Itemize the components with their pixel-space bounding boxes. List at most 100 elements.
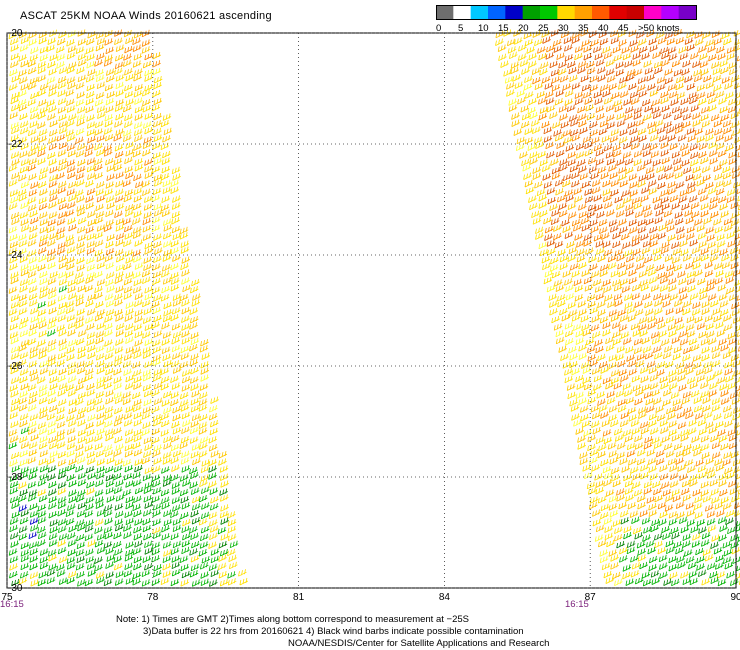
wind-barb — [38, 494, 48, 503]
wind-barb — [619, 278, 629, 286]
wind-barb — [709, 195, 719, 204]
wind-barb — [103, 224, 113, 232]
wind-barb — [606, 397, 616, 405]
wind-barb — [653, 345, 662, 354]
wind-barb — [103, 382, 113, 390]
wind-barb — [227, 525, 237, 534]
wind-barb — [597, 254, 606, 263]
wind-barb — [58, 180, 67, 189]
wind-barb — [227, 511, 236, 519]
wind-barb — [20, 571, 29, 579]
wind-barb — [736, 482, 740, 488]
wind-barb — [735, 92, 740, 99]
wind-barb — [182, 369, 191, 377]
wind-barb — [545, 52, 555, 60]
wind-barb — [610, 376, 620, 385]
wind-barb — [595, 158, 605, 166]
wind-barb — [654, 299, 663, 307]
wind-barb — [122, 489, 132, 497]
wind-barb — [153, 294, 162, 302]
wind-barb — [707, 562, 716, 571]
wind-barb — [649, 226, 658, 234]
wind-barb — [39, 367, 49, 375]
wind-barb — [495, 30, 505, 39]
lon-tick-label: 75 — [1, 592, 13, 603]
wind-barb — [575, 391, 585, 400]
wind-barb — [630, 466, 639, 474]
wind-barb — [525, 91, 534, 99]
wind-barb — [10, 435, 19, 443]
wind-barb — [18, 359, 27, 367]
wind-barb — [671, 434, 681, 442]
wind-barb — [642, 204, 652, 212]
wind-barb — [619, 226, 628, 234]
wind-barb — [86, 323, 95, 331]
wind-barb — [218, 554, 227, 562]
wind-barb — [536, 188, 546, 197]
wind-barb — [687, 465, 696, 473]
wind-barb — [625, 346, 634, 354]
wind-barb — [555, 284, 565, 292]
wind-barb — [613, 149, 622, 158]
wind-barb — [633, 106, 643, 115]
wind-barb — [637, 494, 646, 503]
legend-border — [436, 5, 697, 20]
wind-barb — [578, 261, 587, 270]
wind-barb — [716, 142, 725, 150]
wind-barb — [715, 269, 725, 278]
wind-barb — [583, 239, 592, 247]
wind-barb — [189, 481, 198, 489]
wind-barb — [578, 344, 587, 352]
wind-barb — [86, 164, 96, 173]
wind-barb — [646, 74, 655, 82]
wind-barb — [191, 413, 201, 422]
wind-barb — [551, 166, 561, 175]
wind-barb — [20, 201, 29, 210]
wind-barb — [692, 354, 702, 362]
wind-barb — [179, 232, 189, 240]
wind-barb — [601, 135, 611, 143]
wind-barb — [200, 367, 210, 375]
wind-barb — [683, 406, 692, 415]
wind-barb — [721, 254, 730, 262]
wind-barb — [11, 511, 21, 519]
wind-barb — [641, 517, 651, 525]
wind-barb — [114, 562, 123, 571]
wind-barb — [551, 76, 561, 84]
wind-barb — [568, 246, 578, 255]
wind-barb — [49, 442, 58, 450]
wind-barb — [706, 518, 716, 526]
wind-barb — [75, 82, 85, 90]
wind-barb — [612, 519, 622, 527]
wind-barb — [29, 441, 38, 450]
wind-barb — [153, 457, 162, 465]
wind-barb — [114, 548, 123, 556]
wind-barb — [20, 368, 29, 376]
wind-barb — [152, 142, 161, 150]
wind-barb — [705, 322, 715, 331]
wind-barb — [67, 149, 77, 158]
wind-barb — [710, 254, 719, 262]
wind-barb — [633, 150, 643, 158]
wind-barb — [567, 301, 577, 309]
wind-barb — [664, 164, 673, 172]
wind-barb — [673, 264, 683, 272]
wind-barb — [736, 521, 740, 527]
wind-barb — [701, 120, 711, 128]
wind-barb — [686, 519, 696, 527]
wind-barb — [640, 366, 649, 374]
wind-barb — [638, 174, 647, 182]
wind-barb — [151, 194, 161, 203]
wind-barb — [143, 136, 153, 144]
wind-barb — [115, 314, 124, 322]
wind-barb — [144, 338, 154, 346]
wind-barb — [651, 389, 661, 397]
wind-barb — [96, 81, 106, 90]
wind-barb — [210, 525, 219, 533]
wind-barb — [671, 241, 680, 250]
wind-barb — [633, 158, 643, 167]
wind-barb — [610, 36, 620, 45]
wind-barb — [163, 127, 173, 136]
wind-barb — [595, 487, 604, 495]
wind-barb — [75, 383, 85, 391]
